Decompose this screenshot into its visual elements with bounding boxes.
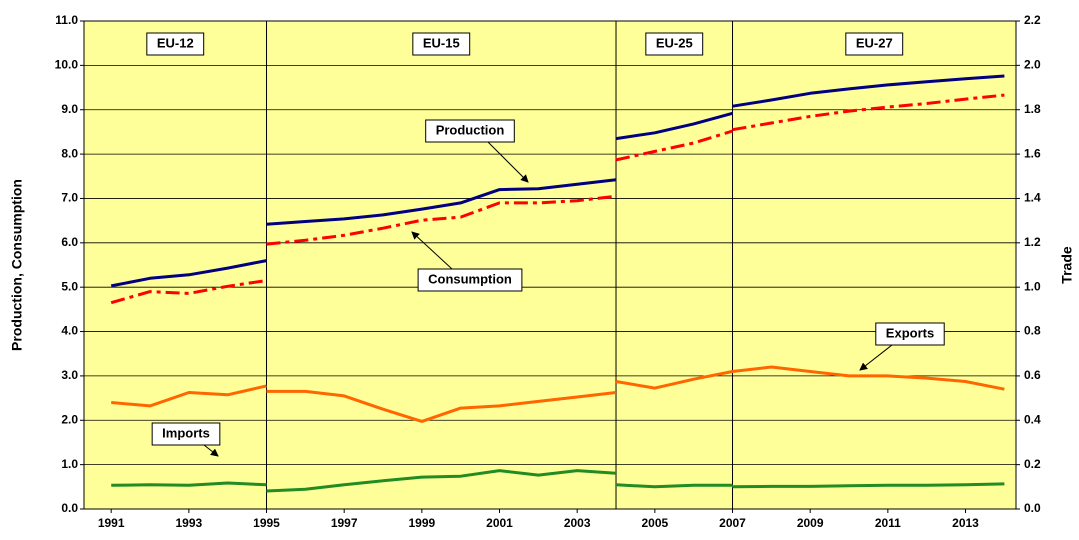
y2-tick-label: 2.2 — [1024, 13, 1041, 27]
y-tick-label: 11.0 — [55, 13, 78, 27]
x-tick-label: 2003 — [564, 516, 591, 530]
region-label-box: EU-25 — [645, 32, 704, 56]
region-label-frame — [845, 32, 904, 56]
y2-tick-label: 0.2 — [1024, 457, 1041, 471]
y-tick-label: 9.0 — [61, 102, 78, 116]
y-tick-label: 2.0 — [61, 412, 78, 426]
y2-tick-label: 0.6 — [1024, 368, 1041, 382]
callout-arrow — [487, 141, 529, 183]
y-tick-label: 10.0 — [55, 58, 79, 72]
series-callout-frame — [417, 268, 523, 292]
y-tick-label: 1.0 — [61, 457, 78, 471]
callout-arrow — [411, 231, 453, 270]
y2-tick-label: 2.0 — [1024, 58, 1041, 72]
region-label-frame — [146, 32, 205, 56]
y-tick-label: 0.0 — [61, 501, 78, 515]
series-callout-box: Imports — [151, 422, 221, 446]
series-callout: Exports — [886, 325, 934, 340]
region-label: EU-27 — [856, 35, 893, 50]
x-tick-label: 1999 — [408, 516, 435, 530]
series-callout-frame — [875, 322, 945, 346]
y2-axis-title: Trade — [1059, 246, 1075, 284]
y-tick-label: 8.0 — [61, 146, 78, 160]
y2-tick-label: 1.6 — [1024, 146, 1041, 160]
x-tick-label: 2011 — [875, 516, 901, 530]
region-label-box: EU-12 — [146, 32, 205, 56]
callout-arrow — [203, 444, 219, 457]
y-axis-title: Production, Consumption — [9, 179, 25, 351]
y-tick-label: 7.0 — [61, 191, 78, 205]
region-label-frame — [412, 32, 471, 56]
y2-tick-label: 0.8 — [1024, 324, 1041, 338]
x-tick-label: 1997 — [331, 516, 358, 530]
callout-arrow — [859, 344, 893, 371]
region-label: EU-15 — [423, 35, 460, 50]
series-line — [110, 74, 1005, 288]
series-line — [111, 469, 1005, 493]
x-tick-label: 1995 — [253, 516, 280, 530]
series-callout-box: Exports — [875, 322, 945, 346]
x-tick-label: 2009 — [797, 516, 824, 530]
x-tick-label: 1993 — [175, 516, 202, 530]
series-callout-frame — [425, 119, 515, 143]
series-callout-box: Consumption — [417, 268, 523, 292]
x-tick-label: 2007 — [719, 516, 746, 530]
region-label: EU-25 — [656, 35, 693, 50]
y-tick-label: 3.0 — [61, 368, 78, 382]
plot-background — [83, 20, 1017, 510]
series-callout-frame — [151, 422, 221, 446]
y-tick-label: 6.0 — [61, 235, 78, 249]
series-callout: Consumption — [428, 271, 512, 286]
series-callout: Imports — [162, 425, 210, 440]
x-tick-label: 1991 — [98, 516, 125, 530]
x-tick-label: 2005 — [641, 516, 668, 530]
y-tick-label: 5.0 — [61, 279, 78, 293]
y2-tick-label: 1.4 — [1024, 191, 1041, 205]
y2-tick-label: 1.2 — [1024, 235, 1041, 249]
y2-tick-label: 1.8 — [1024, 102, 1041, 116]
y2-tick-label: 1.0 — [1024, 279, 1041, 293]
region-label-frame — [645, 32, 704, 56]
series-callout-box: Production — [425, 119, 515, 143]
series-line — [111, 365, 1005, 423]
y2-tick-label: 0.0 — [1024, 501, 1041, 515]
x-tick-label: 2013 — [952, 516, 979, 530]
region-label-box: EU-15 — [412, 32, 471, 56]
y-tick-label: 4.0 — [61, 324, 78, 338]
region-label-box: EU-27 — [845, 32, 904, 56]
series-line — [110, 93, 1005, 305]
region-label: EU-12 — [157, 35, 194, 50]
x-tick-label: 2001 — [486, 516, 513, 530]
y2-tick-label: 0.4 — [1024, 412, 1041, 426]
series-callout: Production — [436, 122, 505, 137]
